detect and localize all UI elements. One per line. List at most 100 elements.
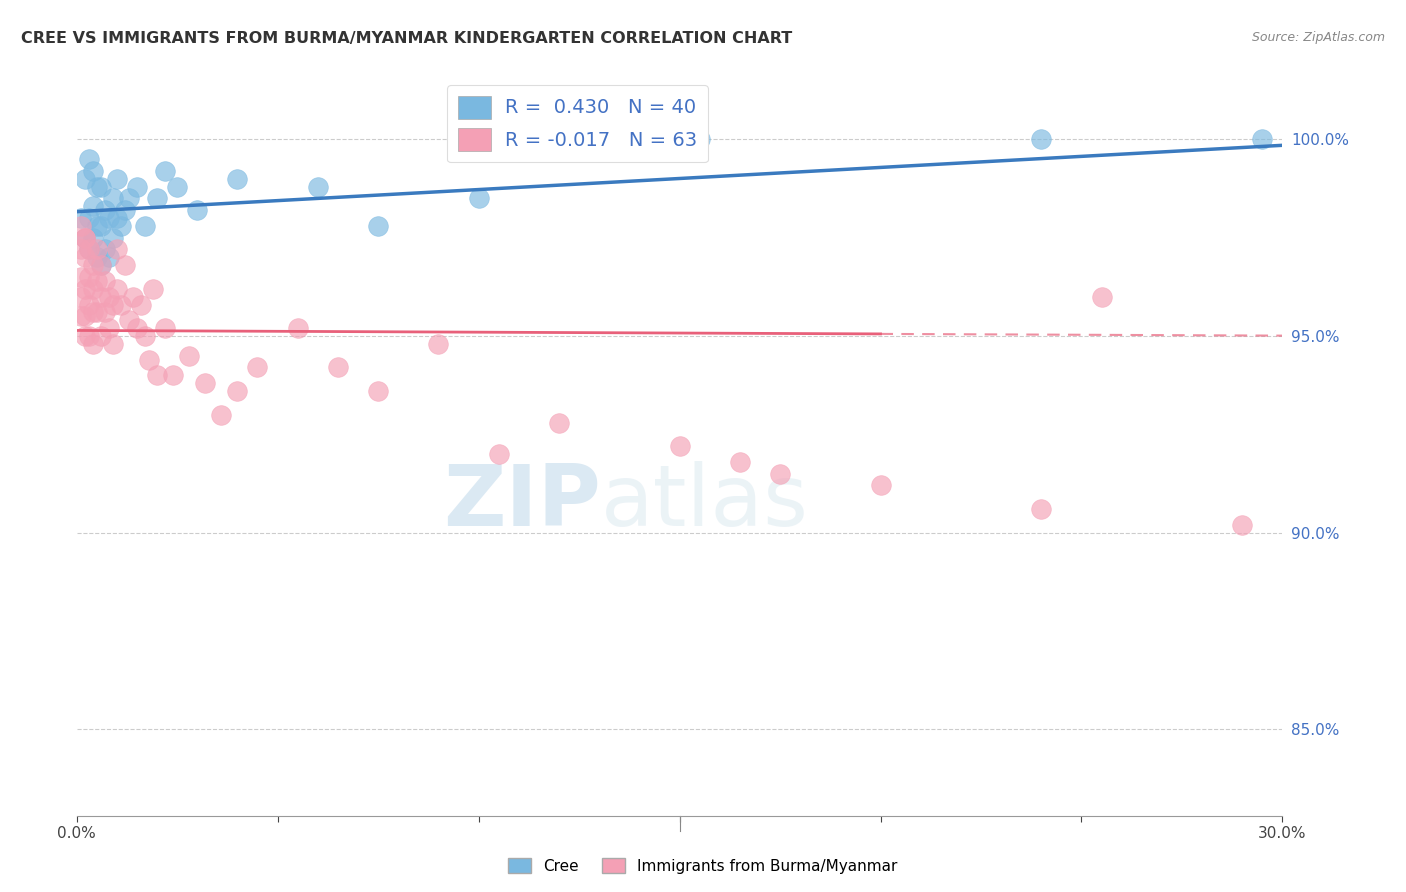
Point <box>86 250 108 264</box>
Point <box>73 230 96 244</box>
Point <box>82 258 104 272</box>
Point <box>153 321 176 335</box>
Point <box>73 230 96 244</box>
Text: ZIP: ZIP <box>443 460 602 543</box>
Point <box>105 171 128 186</box>
Point <box>728 455 751 469</box>
Point <box>146 368 169 383</box>
Point <box>114 203 136 218</box>
Point <box>77 243 100 257</box>
Point <box>869 478 891 492</box>
Point <box>153 163 176 178</box>
Point <box>1232 517 1254 532</box>
Text: atlas: atlas <box>602 460 808 543</box>
Point <box>110 297 132 311</box>
Point <box>125 321 148 335</box>
Point <box>97 250 120 264</box>
Point <box>77 297 100 311</box>
Point <box>105 282 128 296</box>
Point <box>73 329 96 343</box>
Point <box>110 219 132 233</box>
Point <box>93 243 115 257</box>
Point <box>97 290 120 304</box>
Point <box>1031 502 1053 516</box>
Point <box>287 321 309 335</box>
Point <box>166 179 188 194</box>
Point <box>97 321 120 335</box>
Point <box>82 337 104 351</box>
Text: CREE VS IMMIGRANTS FROM BURMA/MYANMAR KINDERGARTEN CORRELATION CHART: CREE VS IMMIGRANTS FROM BURMA/MYANMAR KI… <box>21 31 793 46</box>
Point <box>86 179 108 194</box>
Point <box>86 274 108 288</box>
Point <box>101 337 124 351</box>
Point <box>73 310 96 324</box>
Point <box>101 191 124 205</box>
Point <box>105 211 128 225</box>
Point <box>86 243 108 257</box>
Point <box>121 290 143 304</box>
Point <box>69 290 91 304</box>
Point <box>82 163 104 178</box>
Point <box>142 282 165 296</box>
Point <box>69 270 91 285</box>
Point <box>93 305 115 319</box>
Point <box>326 360 349 375</box>
Point <box>1090 290 1112 304</box>
Point <box>101 297 124 311</box>
Point <box>82 305 104 319</box>
Point <box>77 152 100 166</box>
Point <box>82 199 104 213</box>
Point <box>90 258 112 272</box>
Point <box>307 179 329 194</box>
Point <box>77 329 100 343</box>
Point <box>90 290 112 304</box>
Y-axis label: Kindergarten: Kindergarten <box>0 392 7 492</box>
Point <box>146 191 169 205</box>
Point <box>179 349 201 363</box>
Point <box>90 179 112 194</box>
Point <box>73 230 96 244</box>
Point <box>209 408 232 422</box>
Point <box>246 360 269 375</box>
Point <box>129 297 152 311</box>
Point <box>138 352 160 367</box>
Point <box>77 211 100 225</box>
Point <box>769 467 792 481</box>
Point <box>93 274 115 288</box>
Point <box>648 140 671 154</box>
Point <box>86 219 108 233</box>
Point <box>118 191 141 205</box>
Point <box>134 219 156 233</box>
Point <box>77 243 100 257</box>
Legend: R =  0.430   N = 40, R = -0.017   N = 63: R = 0.430 N = 40, R = -0.017 N = 63 <box>447 85 709 162</box>
Point <box>367 219 389 233</box>
Point <box>162 368 184 383</box>
Point <box>82 230 104 244</box>
Point <box>467 191 489 205</box>
Point <box>69 219 91 233</box>
Point <box>125 179 148 194</box>
Point <box>97 211 120 225</box>
Point <box>90 258 112 272</box>
Point <box>186 203 208 218</box>
Point <box>427 337 450 351</box>
Point <box>488 447 510 461</box>
Point <box>86 305 108 319</box>
Point <box>367 384 389 398</box>
Point <box>668 439 690 453</box>
Point <box>69 243 91 257</box>
Point <box>77 270 100 285</box>
Point <box>118 313 141 327</box>
Legend: Cree, Immigrants from Burma/Myanmar: Cree, Immigrants from Burma/Myanmar <box>502 852 904 880</box>
Point <box>689 132 711 146</box>
Text: Source: ZipAtlas.com: Source: ZipAtlas.com <box>1251 31 1385 45</box>
Point <box>1031 132 1053 146</box>
Point <box>90 329 112 343</box>
Point <box>69 310 91 324</box>
Point <box>69 211 91 225</box>
Point <box>105 243 128 257</box>
Point <box>134 329 156 343</box>
Point <box>101 230 124 244</box>
Point <box>73 171 96 186</box>
Point <box>90 219 112 233</box>
